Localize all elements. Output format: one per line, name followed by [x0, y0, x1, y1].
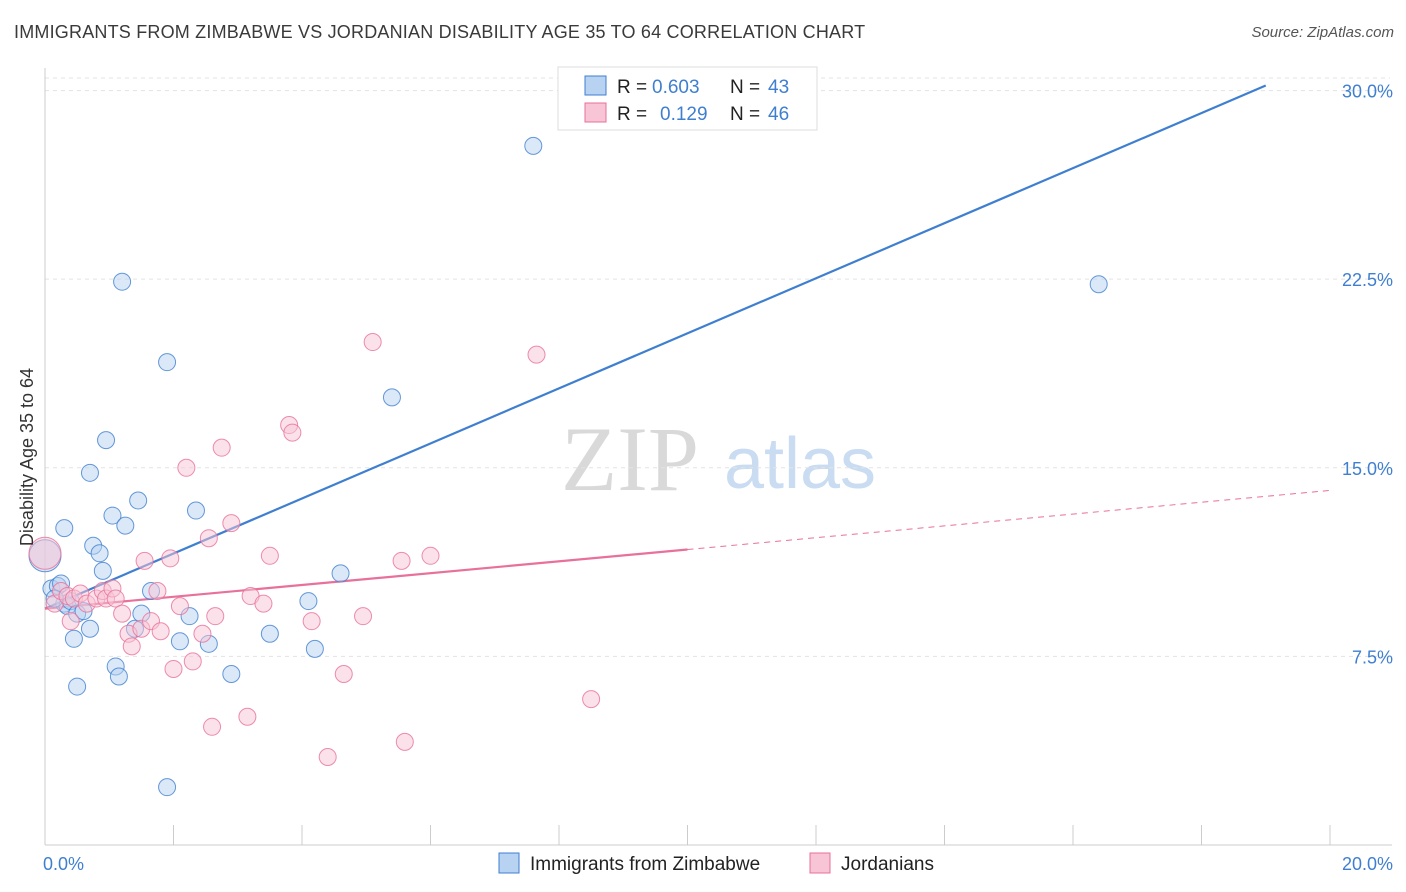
legend-n-label-2: N =	[730, 104, 760, 125]
data-point-zimbabwe	[80, 619, 99, 638]
data-point-jordanians	[122, 637, 141, 656]
data-point-zimbabwe	[524, 136, 543, 155]
tick-labels: 7.5% 15.0% 22.5% 30.0% 0.0% 20.0%	[43, 82, 1393, 874]
correlation-legend: R = 0.603 N = 43 R = 0.129 N = 46	[557, 66, 818, 131]
data-point-zimbabwe	[186, 501, 205, 520]
legend-n-value-2: 46	[768, 104, 789, 125]
data-point-zimbabwe	[222, 664, 241, 683]
data-point-jordanians	[177, 458, 196, 477]
data-point-jordanians	[318, 747, 337, 766]
watermark-atlas: atlas	[724, 424, 876, 504]
data-point-jordanians	[161, 549, 180, 568]
legend-n-value-1: 43	[768, 77, 789, 98]
grid-lines	[45, 77, 1390, 657]
chart-title: IMMIGRANTS FROM ZIMBABWE VS JORDANIAN DI…	[14, 22, 866, 42]
data-point-jordanians	[199, 529, 218, 548]
x-tick-label: 20.0%	[1342, 854, 1393, 874]
data-point-jordanians	[334, 664, 353, 683]
data-point-jordanians	[170, 597, 189, 616]
data-point-jordanians	[212, 438, 231, 457]
data-point-jordanians	[183, 652, 202, 671]
data-point-zimbabwe	[158, 778, 177, 797]
legend-swatch-blue	[584, 75, 607, 96]
legend-r-value-1: 0.603	[652, 77, 700, 98]
data-point-jordanians	[222, 514, 241, 533]
data-point-zimbabwe	[382, 388, 401, 407]
data-point-jordanians	[302, 612, 321, 631]
data-point-jordanians	[363, 333, 382, 352]
data-point-jordanians	[203, 717, 222, 736]
data-point-jordanians	[527, 345, 546, 364]
data-point-jordanians	[392, 551, 411, 570]
data-point-jordanians	[164, 659, 183, 678]
y-tick-label: 22.5%	[1342, 270, 1393, 290]
data-point-zimbabwe	[1089, 275, 1108, 294]
data-point-zimbabwe	[116, 516, 135, 535]
data-point-jordanians	[260, 546, 279, 565]
data-point-jordanians	[254, 594, 273, 613]
legend-swatch-pink	[584, 102, 607, 123]
source-label: Source: ZipAtlas.com	[1251, 24, 1394, 41]
data-point-zimbabwe	[90, 544, 109, 563]
y-axis-title: Disability Age 35 to 64	[17, 368, 37, 546]
data-point-jordanians	[395, 732, 414, 751]
data-point-zimbabwe	[103, 506, 122, 525]
bottom-legend-swatch-pink	[809, 852, 831, 874]
x-tick-label: 0.0%	[43, 854, 84, 874]
data-point-jordanians	[582, 690, 601, 709]
bottom-legend-label-1: Immigrants from Zimbabwe	[530, 854, 760, 875]
data-point-zimbabwe	[299, 592, 318, 611]
trend-line-1	[44, 84, 1267, 610]
bottom-legend-swatch-blue	[498, 852, 520, 874]
data-point-jordanians	[106, 589, 125, 608]
data-point-zimbabwe	[170, 632, 189, 651]
data-point-jordanians	[151, 622, 170, 641]
data-point-zimbabwe	[64, 629, 83, 648]
data-point-jordanians	[61, 612, 80, 631]
trend-lines	[44, 84, 1331, 610]
data-point-zimbabwe	[97, 431, 116, 450]
data-point-jordanians	[421, 546, 440, 565]
data-point-zimbabwe	[129, 491, 148, 510]
bottom-legend-label-2: Jordanians	[841, 854, 934, 875]
y-tick-label: 30.0%	[1342, 82, 1393, 102]
axes	[44, 68, 1392, 846]
data-point-jordanians	[148, 582, 167, 601]
data-point-jordanians	[28, 536, 62, 570]
data-point-zimbabwe	[68, 677, 87, 696]
data-point-jordanians	[193, 624, 212, 643]
legend-r-label-1: R =	[617, 77, 647, 98]
data-point-jordanians	[238, 707, 257, 726]
y-tick-label: 7.5%	[1352, 647, 1393, 667]
data-point-zimbabwe	[158, 353, 177, 372]
data-points	[28, 76, 1108, 797]
data-point-zimbabwe	[80, 463, 99, 482]
data-point-zimbabwe	[260, 624, 279, 643]
legend-r-value-2: 0.129	[660, 104, 708, 125]
data-point-zimbabwe	[55, 519, 74, 538]
data-point-jordanians	[113, 604, 132, 623]
trend-line-extension-2	[687, 489, 1331, 551]
data-point-jordanians	[206, 607, 225, 626]
data-point-jordanians	[135, 551, 154, 570]
data-point-zimbabwe	[331, 564, 350, 583]
series-legend: Immigrants from Zimbabwe Jordanians	[498, 852, 934, 875]
legend-r-label-2: R =	[617, 104, 647, 125]
data-point-zimbabwe	[113, 272, 132, 291]
watermark-zip: ZIP	[561, 408, 699, 510]
data-point-zimbabwe	[93, 561, 112, 580]
data-point-zimbabwe	[109, 667, 128, 686]
data-point-jordanians	[354, 607, 373, 626]
legend-n-label-1: N =	[730, 77, 760, 98]
data-point-jordanians	[283, 423, 302, 442]
y-tick-label: 15.0%	[1342, 459, 1393, 479]
data-point-zimbabwe	[305, 639, 324, 658]
